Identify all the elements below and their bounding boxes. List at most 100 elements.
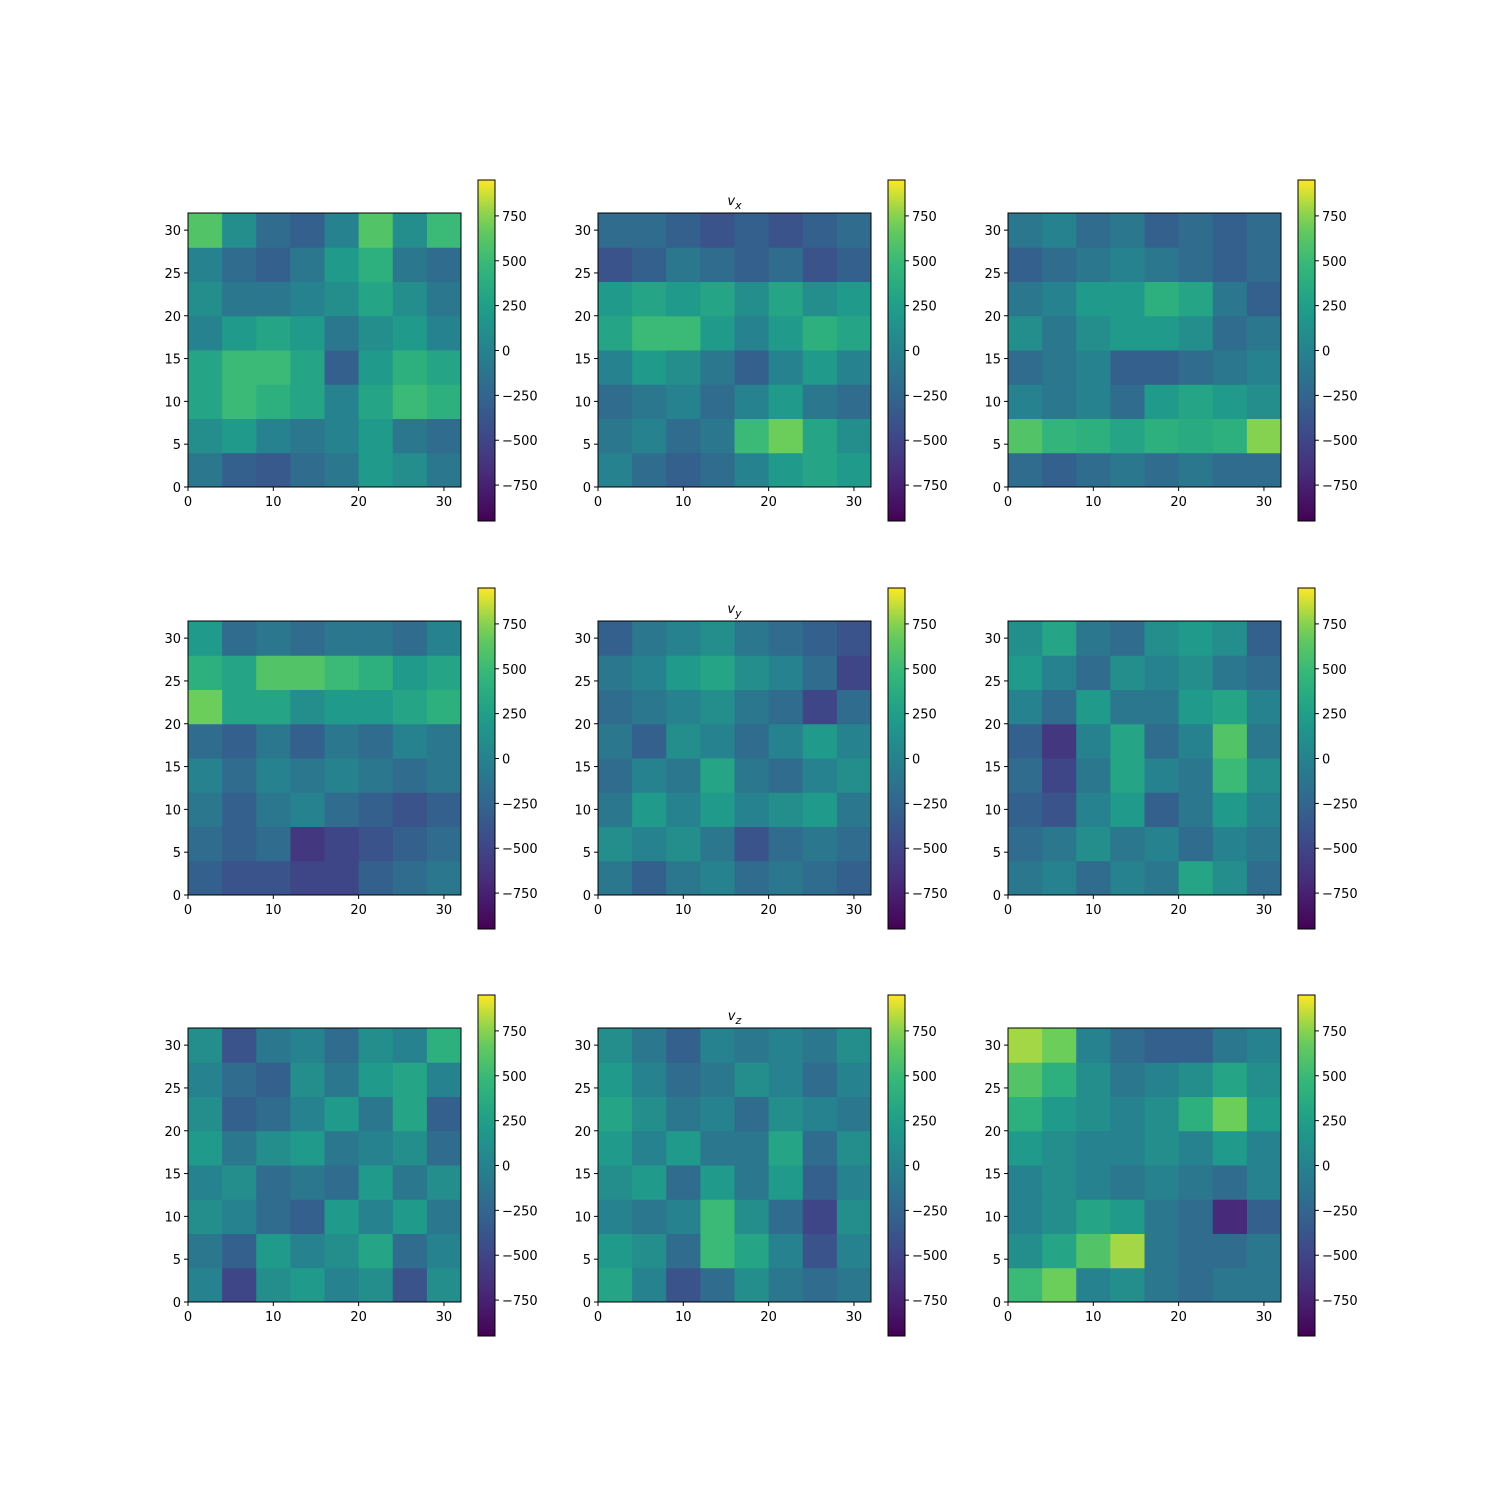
colorbar-tick-label: 0 — [1322, 753, 1330, 768]
heatmap-cell — [1212, 1130, 1248, 1166]
heatmap-cell — [700, 418, 735, 454]
heatmap-cell — [768, 247, 804, 282]
heatmap-cell — [256, 281, 291, 317]
x-tick-label: 0 — [594, 495, 602, 510]
heatmap-cell — [358, 758, 394, 793]
heatmap-cell — [1178, 689, 1214, 725]
heatmap-cell — [598, 384, 633, 419]
colorbar-tick-label: −500 — [502, 434, 538, 449]
heatmap-cell — [598, 860, 633, 896]
colorbar-tick-label: 500 — [502, 1070, 527, 1085]
y-tick-label: 0 — [993, 889, 1001, 904]
heatmap-cell — [598, 689, 633, 725]
heatmap-cell — [1212, 1062, 1248, 1097]
heatmap-cell — [666, 758, 701, 793]
heatmap-cell — [358, 418, 394, 454]
heatmap-cell — [290, 1028, 325, 1063]
heatmap-cell — [1212, 792, 1248, 827]
heatmap-cell — [426, 247, 462, 282]
heatmap-cell — [1008, 1267, 1043, 1303]
x-tick-label: 10 — [265, 903, 282, 918]
heatmap-cell — [188, 655, 223, 690]
y-tick-label: 25 — [574, 1082, 591, 1097]
heatmap-cell — [632, 452, 667, 488]
heatmap-cell — [392, 689, 428, 725]
title-subscript: z — [734, 1014, 741, 1027]
heatmap-cell — [666, 860, 701, 896]
heatmap-cell — [290, 621, 325, 656]
heatmap-cell — [358, 1096, 394, 1132]
heatmap-cell — [836, 213, 872, 248]
colorbar-tick-label: 500 — [1322, 255, 1347, 270]
heatmap-cell — [1042, 1096, 1077, 1132]
heatmap-cell — [768, 384, 804, 419]
heatmap-cell — [598, 1028, 633, 1063]
heatmap-cell — [598, 758, 633, 793]
heatmap-cell — [1144, 826, 1180, 862]
axes-frame — [597, 212, 872, 488]
heatmap-cell — [802, 452, 838, 488]
colorbar-tick-label: 750 — [502, 1025, 527, 1040]
heatmap-cell — [426, 792, 462, 827]
heatmap-cell — [836, 860, 872, 896]
heatmap-cell — [1144, 1130, 1180, 1166]
heatmap-cell — [426, 1165, 462, 1200]
heatmap-cell — [768, 723, 804, 759]
heatmap-cell — [1110, 1062, 1145, 1097]
heatmap-cell — [666, 1233, 701, 1269]
heatmap-cell — [324, 1028, 360, 1063]
heatmap-cell — [1144, 1028, 1180, 1063]
axes-frame — [1007, 1027, 1282, 1303]
colorbar-tick-label: 750 — [1322, 618, 1347, 633]
heatmap-cell — [1042, 689, 1077, 725]
y-tick-label: 10 — [164, 1210, 181, 1225]
heatmap-cell — [1110, 826, 1145, 862]
heatmap-cell — [632, 213, 667, 248]
heatmap-cell — [666, 1062, 701, 1097]
heatmap-cell — [632, 1028, 667, 1063]
heatmap-cell — [734, 860, 770, 896]
heatmap-cell — [1212, 1165, 1248, 1200]
colorbar-tick-label: 750 — [502, 210, 527, 225]
colorbar-tick-label: 250 — [912, 1115, 937, 1130]
y-tick-label: 20 — [164, 310, 181, 325]
y-tick-label: 25 — [164, 1082, 181, 1097]
heatmap-cell — [358, 315, 394, 351]
axes-frame — [187, 212, 462, 488]
heatmap-cell — [358, 826, 394, 862]
heatmap-cell — [1042, 1130, 1077, 1166]
heatmap-cell — [222, 758, 257, 793]
heatmap-cell — [1008, 655, 1043, 690]
panel-title: vy — [727, 602, 742, 620]
heatmap-cell — [426, 1096, 462, 1132]
heatmap-cell — [598, 1062, 633, 1097]
colorbar — [1297, 587, 1316, 930]
heatmap-cell — [1076, 452, 1111, 488]
heatmap-cell — [1246, 860, 1282, 896]
heatmap-cell — [666, 418, 701, 454]
axes-frame — [1007, 212, 1282, 488]
heatmap-cell — [324, 1165, 360, 1200]
heatmap-cell — [392, 213, 428, 248]
heatmap-cell — [324, 213, 360, 248]
heatmap-cell — [802, 281, 838, 317]
heatmap-cell — [188, 621, 223, 656]
heatmap-cell — [256, 621, 291, 656]
heatmap-cell — [666, 1165, 701, 1200]
heatmap-cell — [632, 1130, 667, 1166]
heatmap-cell — [358, 1267, 394, 1303]
heatmap-cell — [324, 247, 360, 282]
heatmap-cell — [290, 758, 325, 793]
heatmap-cell — [426, 350, 462, 385]
heatmap-cell — [802, 1096, 838, 1132]
heatmap-cell — [632, 1199, 667, 1234]
heatmap-cell — [1008, 213, 1043, 248]
heatmap-cell — [1110, 418, 1145, 454]
x-tick-label: 30 — [846, 1310, 863, 1325]
heatmap-cell — [1178, 1267, 1214, 1303]
heatmap-cell — [188, 1028, 223, 1063]
heatmap-cell — [836, 621, 872, 656]
heatmap-cell — [836, 1130, 872, 1166]
x-tick-label: 30 — [1256, 495, 1273, 510]
heatmap-cell — [1110, 1267, 1145, 1303]
